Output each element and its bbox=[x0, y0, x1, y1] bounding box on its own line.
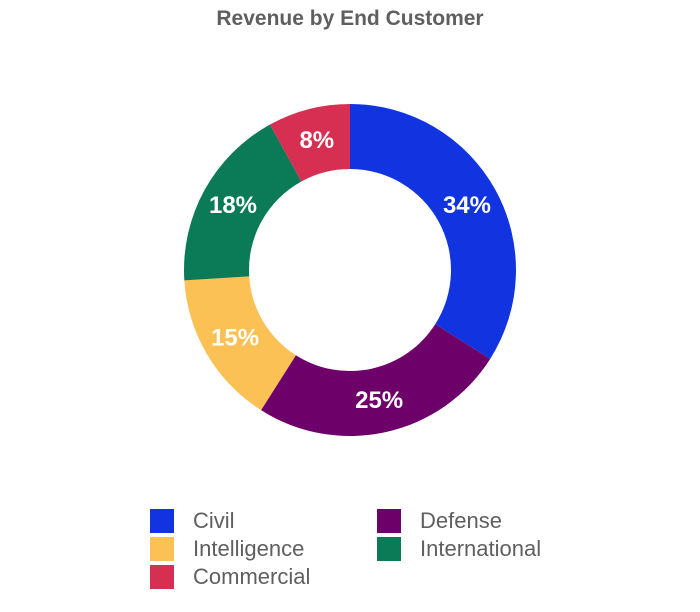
chart-legend: Civil Defense Intelligence International… bbox=[150, 508, 570, 589]
legend-swatch-civil bbox=[150, 509, 174, 533]
donut-slice-international[interactable] bbox=[184, 124, 302, 281]
donut-slices bbox=[184, 104, 516, 437]
donut-slice-defense[interactable] bbox=[261, 324, 491, 437]
slice-label-intelligence: 15% bbox=[211, 324, 259, 351]
legend-item-international[interactable]: International bbox=[377, 536, 567, 561]
slice-label-civil: 34% bbox=[443, 192, 491, 219]
chart-title: Revenue by End Customer bbox=[216, 7, 484, 30]
legend-label-international: International bbox=[420, 536, 542, 561]
legend-swatch-international bbox=[377, 537, 401, 561]
legend-label-defense: Defense bbox=[420, 508, 502, 533]
legend-item-commercial[interactable]: Commercial bbox=[150, 564, 377, 589]
donut-slice-commercial[interactable] bbox=[270, 104, 350, 182]
donut-slice-civil[interactable] bbox=[350, 104, 516, 359]
donut-slice-labels: 34% 25% 15% 18% 8% bbox=[209, 127, 491, 414]
legend-swatch-defense bbox=[377, 509, 401, 533]
legend-label-intelligence: Intelligence bbox=[193, 536, 305, 561]
legend-item-intelligence[interactable]: Intelligence bbox=[150, 536, 377, 561]
slice-label-commercial: 8% bbox=[299, 127, 334, 154]
legend-swatch-intelligence bbox=[150, 537, 174, 561]
legend-swatch-commercial bbox=[150, 565, 174, 589]
legend-label-civil: Civil bbox=[193, 508, 235, 533]
slice-label-defense: 25% bbox=[355, 387, 403, 414]
legend-item-civil[interactable]: Civil bbox=[150, 508, 377, 533]
legend-label-commercial: Commercial bbox=[193, 564, 311, 589]
legend-item-defense[interactable]: Defense bbox=[377, 508, 567, 533]
slice-label-international: 18% bbox=[209, 192, 257, 219]
donut-slice-intelligence[interactable] bbox=[184, 276, 296, 411]
